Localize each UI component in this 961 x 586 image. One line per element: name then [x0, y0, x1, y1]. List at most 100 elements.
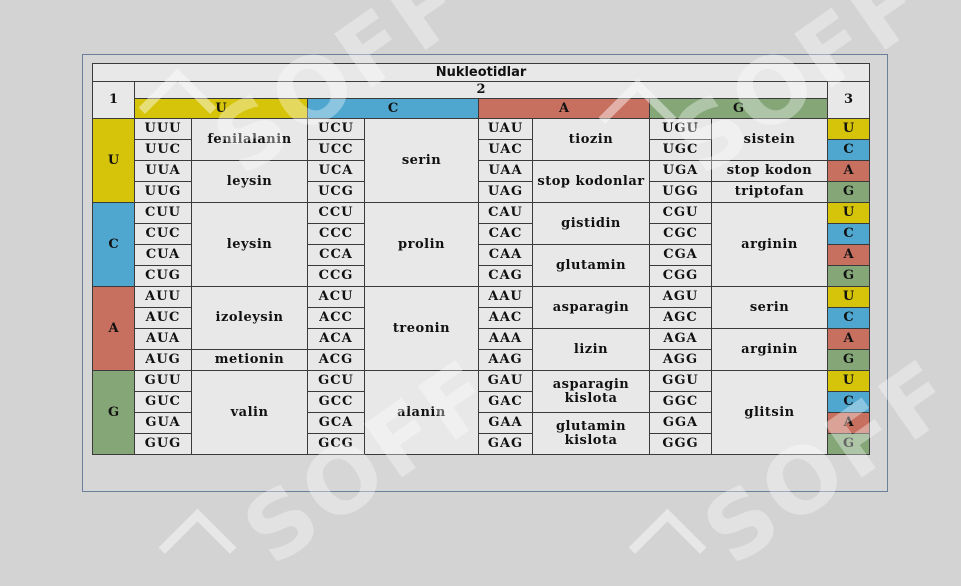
codon-cell: AAU	[478, 286, 533, 308]
codon-cell: UAU	[478, 118, 533, 140]
codon-cell: GCG	[307, 433, 365, 455]
codon-cell: CUC	[134, 223, 192, 245]
third-base-cell: U	[827, 118, 870, 140]
codon-cell: GCC	[307, 391, 365, 413]
codon-cell: CCA	[307, 244, 365, 266]
amino-acid-cell: lizin	[532, 328, 650, 371]
amino-acid-cell: valin	[191, 370, 308, 455]
codon-cell: CCC	[307, 223, 365, 245]
codon-cell: UGC	[649, 139, 712, 161]
column-1-header: 1	[92, 81, 135, 119]
codon-cell: UGU	[649, 118, 712, 140]
codon-cell: UGG	[649, 181, 712, 203]
first-base-c: C	[92, 202, 135, 287]
codon-cell: CAC	[478, 223, 533, 245]
codon-cell: UCU	[307, 118, 365, 140]
amino-acid-cell: alanin	[364, 370, 479, 455]
amino-acid-cell: arginin	[711, 202, 828, 287]
first-base-u: U	[92, 118, 135, 203]
third-base-cell: U	[827, 370, 870, 392]
amino-acid-cell: stop kodon	[711, 160, 828, 182]
codon-cell: CCG	[307, 265, 365, 287]
codon-cell: CAA	[478, 244, 533, 266]
codon-cell: UAC	[478, 139, 533, 161]
codon-cell: CGC	[649, 223, 712, 245]
codon-cell: AGU	[649, 286, 712, 308]
amino-acid-cell: tiozin	[532, 118, 650, 161]
codon-cell: AGG	[649, 349, 712, 371]
codon-cell: GAU	[478, 370, 533, 392]
third-base-cell: G	[827, 349, 870, 371]
third-base-cell: C	[827, 391, 870, 413]
codon-cell: UGA	[649, 160, 712, 182]
watermark-logo-mark	[158, 508, 237, 586]
amino-acid-cell: glutamin kislota	[532, 412, 650, 455]
amino-acid-cell: metionin	[191, 349, 308, 371]
codon-cell: GCA	[307, 412, 365, 434]
amino-acid-cell: izoleysin	[191, 286, 308, 350]
codon-cell: CUG	[134, 265, 192, 287]
codon-cell: CGU	[649, 202, 712, 224]
codon-cell: GUU	[134, 370, 192, 392]
codon-cell: ACA	[307, 328, 365, 350]
amino-acid-cell: fenilalanin	[191, 118, 308, 161]
codon-cell: AAG	[478, 349, 533, 371]
amino-acid-cell: leysin	[191, 202, 308, 287]
third-base-cell: C	[827, 223, 870, 245]
second-base-c: C	[307, 98, 479, 119]
codon-cell: GAA	[478, 412, 533, 434]
second-base-a: A	[478, 98, 650, 119]
amino-acid-cell: glutamin	[532, 244, 650, 287]
third-base-cell: C	[827, 307, 870, 329]
codon-cell: CGA	[649, 244, 712, 266]
codon-cell: GGG	[649, 433, 712, 455]
codon-cell: CAU	[478, 202, 533, 224]
codon-cell: UUC	[134, 139, 192, 161]
amino-acid-cell: leysin	[191, 160, 308, 203]
third-base-cell: G	[827, 265, 870, 287]
codon-cell: UCC	[307, 139, 365, 161]
table-title: Nukleotidlar	[92, 63, 870, 82]
codon-cell: GGU	[649, 370, 712, 392]
codon-cell: GGC	[649, 391, 712, 413]
codon-cell: GGA	[649, 412, 712, 434]
third-base-cell: A	[827, 412, 870, 434]
codon-cell: AUC	[134, 307, 192, 329]
codon-cell: UCA	[307, 160, 365, 182]
third-base-cell: A	[827, 160, 870, 182]
first-base-g: G	[92, 370, 135, 455]
codon-cell: UUA	[134, 160, 192, 182]
codon-cell: AUG	[134, 349, 192, 371]
amino-acid-cell: sistein	[711, 118, 828, 161]
amino-acid-cell: stop kodonlar	[532, 160, 650, 203]
codon-cell: AUA	[134, 328, 192, 350]
second-base-g: G	[649, 98, 828, 119]
third-base-cell: G	[827, 181, 870, 203]
amino-acid-cell: gistidin	[532, 202, 650, 245]
codon-cell: GAC	[478, 391, 533, 413]
codon-cell: ACU	[307, 286, 365, 308]
codon-cell: GAG	[478, 433, 533, 455]
amino-acid-cell: asparagin kislota	[532, 370, 650, 413]
second-base-u: U	[134, 98, 308, 119]
codon-cell: UAG	[478, 181, 533, 203]
watermark-logo-mark	[628, 508, 707, 586]
amino-acid-cell: serin	[711, 286, 828, 329]
third-base-cell: U	[827, 202, 870, 224]
amino-acid-cell: treonin	[364, 286, 479, 371]
codon-cell: CGG	[649, 265, 712, 287]
codon-cell: AUU	[134, 286, 192, 308]
codon-cell: UUG	[134, 181, 192, 203]
third-base-cell: C	[827, 139, 870, 161]
codon-cell: ACC	[307, 307, 365, 329]
codon-cell: GUG	[134, 433, 192, 455]
codon-cell: CUU	[134, 202, 192, 224]
third-base-cell: G	[827, 433, 870, 455]
amino-acid-cell: serin	[364, 118, 479, 203]
codon-cell: AAC	[478, 307, 533, 329]
column-2-header: 2	[134, 81, 828, 99]
codon-cell: CUA	[134, 244, 192, 266]
codon-cell: AGC	[649, 307, 712, 329]
codon-cell: GUA	[134, 412, 192, 434]
codon-cell: UAA	[478, 160, 533, 182]
